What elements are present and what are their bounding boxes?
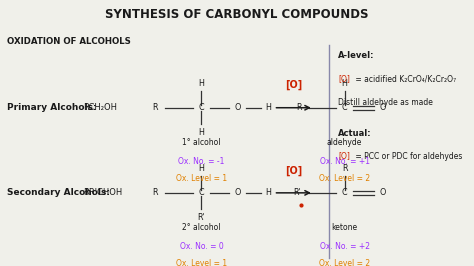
Text: Ox. Level = 1: Ox. Level = 1 — [176, 259, 227, 266]
Text: aldehyde: aldehyde — [327, 138, 362, 147]
Text: Ox. No. = -1: Ox. No. = -1 — [178, 157, 225, 166]
Text: RR'CHOH: RR'CHOH — [83, 188, 122, 197]
Text: [O]: [O] — [338, 74, 350, 84]
Text: O: O — [234, 188, 241, 197]
Text: Actual:: Actual: — [338, 129, 372, 138]
Text: ketone: ketone — [331, 223, 358, 232]
Text: = PCC or PDC for aldehydes: = PCC or PDC for aldehydes — [353, 152, 463, 161]
Text: C: C — [199, 188, 204, 197]
Text: OXIDATION OF ALCOHOLS: OXIDATION OF ALCOHOLS — [7, 37, 131, 46]
Text: [O]: [O] — [285, 165, 302, 176]
Text: H: H — [265, 103, 271, 112]
Text: O: O — [379, 103, 386, 112]
Text: H: H — [199, 79, 204, 88]
Text: H: H — [342, 79, 347, 88]
Text: O: O — [379, 188, 386, 197]
Text: C: C — [342, 188, 347, 197]
Text: R': R' — [198, 213, 205, 222]
Text: H: H — [265, 188, 271, 197]
Text: 2° alcohol: 2° alcohol — [182, 223, 221, 232]
Text: RCH₂OH: RCH₂OH — [83, 103, 117, 112]
Text: Ox. No. = +1: Ox. No. = +1 — [319, 157, 370, 166]
Text: = acidified K₂CrO₄/K₂Cr₂O₇: = acidified K₂CrO₄/K₂Cr₂O₇ — [353, 74, 456, 84]
Text: A-level:: A-level: — [338, 51, 374, 60]
Text: R: R — [153, 188, 158, 197]
Text: [O]: [O] — [285, 80, 302, 90]
Text: 1° alcohol: 1° alcohol — [182, 138, 221, 147]
Text: R: R — [153, 103, 158, 112]
Text: Ox. Level = 1: Ox. Level = 1 — [176, 174, 227, 183]
Text: C: C — [199, 103, 204, 112]
Text: Secondary Alcohols:: Secondary Alcohols: — [7, 188, 110, 197]
Text: SYNTHESIS OF CARBONYL COMPOUNDS: SYNTHESIS OF CARBONYL COMPOUNDS — [105, 8, 369, 21]
Text: Primary Alcohols:: Primary Alcohols: — [7, 103, 97, 112]
Text: Ox. No. = +2: Ox. No. = +2 — [319, 242, 370, 251]
Text: Ox. Level = 2: Ox. Level = 2 — [319, 259, 370, 266]
Text: O: O — [234, 103, 241, 112]
Text: R: R — [342, 164, 347, 173]
Text: C: C — [342, 103, 347, 112]
Text: [O]: [O] — [338, 152, 350, 161]
Text: R': R' — [294, 188, 301, 197]
Text: Ox. No. = 0: Ox. No. = 0 — [180, 242, 223, 251]
Text: Distill aldehyde as made: Distill aldehyde as made — [338, 98, 433, 107]
Text: H: H — [199, 164, 204, 173]
Text: H: H — [199, 128, 204, 137]
Text: R: R — [296, 103, 301, 112]
Text: Ox. Level = 2: Ox. Level = 2 — [319, 174, 370, 183]
